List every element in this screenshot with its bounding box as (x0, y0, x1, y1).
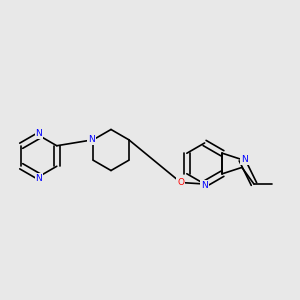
Text: O: O (177, 178, 184, 187)
Text: N: N (201, 181, 208, 190)
Text: N: N (36, 173, 42, 182)
Text: N: N (36, 130, 42, 139)
Text: N: N (88, 135, 95, 144)
Text: N: N (241, 155, 248, 164)
